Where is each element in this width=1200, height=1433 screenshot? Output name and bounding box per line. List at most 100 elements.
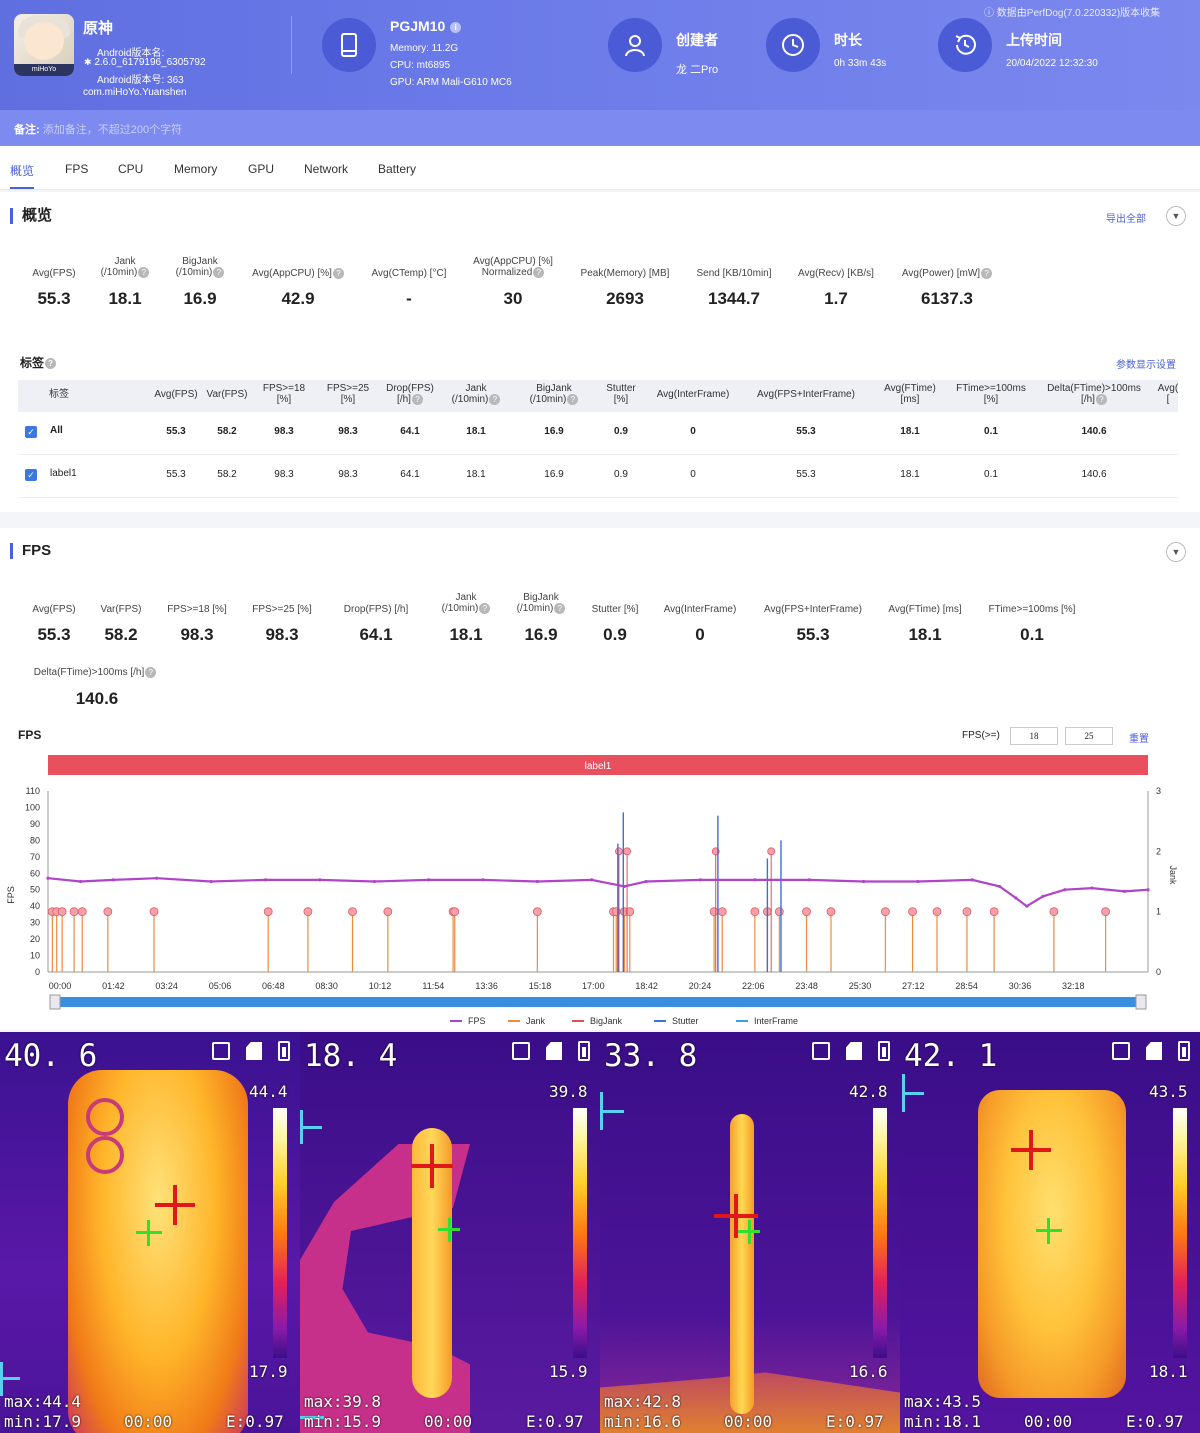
y2-tick-label: 2 bbox=[1156, 846, 1161, 856]
thermal-images: 40. 6 44.4 17.9 max:44.4 min:17.9 00:00 … bbox=[0, 1032, 1200, 1433]
overview-metric-value: 30 bbox=[503, 289, 523, 308]
y-tick-label: 40 bbox=[30, 901, 40, 911]
tab-fps[interactable]: FPS bbox=[65, 162, 89, 176]
x-tick-label: 03:24 bbox=[155, 981, 178, 991]
note-input[interactable]: 添加备注，不超过200个字符 bbox=[42, 124, 183, 136]
tab-memory[interactable]: Memory bbox=[174, 162, 218, 176]
fps-point bbox=[427, 878, 431, 882]
overview-metric-label: Avg(Power) [mW]? bbox=[887, 268, 1007, 279]
y-tick-label: 50 bbox=[30, 885, 40, 895]
header-help-icon[interactable]: ? bbox=[567, 394, 579, 405]
reset-button[interactable]: 重置 bbox=[1129, 734, 1149, 745]
color-scale-bar bbox=[873, 1108, 887, 1358]
jank-point bbox=[149, 907, 159, 917]
metric-help-icon[interactable]: ? bbox=[138, 267, 150, 278]
table-cell: 55.3 bbox=[166, 426, 186, 437]
fps-point bbox=[807, 878, 811, 882]
metric-help-icon[interactable]: ? bbox=[554, 603, 566, 614]
header-help-icon[interactable]: ? bbox=[489, 394, 501, 405]
y2-tick-label: 3 bbox=[1156, 786, 1161, 796]
overview-metric-value: 16.9 bbox=[183, 289, 217, 308]
jank-point bbox=[962, 907, 972, 917]
y-tick-label: 30 bbox=[30, 918, 40, 928]
fps-metric-label: Jank (/10min)? bbox=[406, 592, 526, 614]
overview-metric-label-text: Avg(FPS) bbox=[32, 268, 76, 279]
fps-threshold-input-1[interactable]: 18 bbox=[1010, 727, 1058, 745]
bigjank-point bbox=[767, 847, 776, 856]
param-settings-link[interactable]: 参数显示设置 bbox=[1116, 360, 1176, 371]
fps-point bbox=[263, 878, 268, 882]
tab-overview[interactable]: 概览 bbox=[10, 164, 35, 189]
x-tick-label: 13:36 bbox=[475, 981, 498, 991]
table-header-text: Stutter [%] bbox=[606, 383, 636, 405]
fps-metric-label: Drop(FPS) [/h] bbox=[316, 604, 436, 615]
table-cell: 18.1 bbox=[900, 469, 920, 480]
history-icon bbox=[938, 18, 992, 72]
table-cell: 16.9 bbox=[544, 426, 564, 437]
table-header-cell: FTime>=100ms [%] bbox=[941, 383, 1041, 405]
overview-metric-label-text: Avg(AppCPU) [%] bbox=[252, 268, 332, 280]
fps-metric-label-text: Jank (/10min) bbox=[441, 592, 479, 615]
labels-help-icon[interactable]: ? bbox=[45, 358, 57, 370]
overview-collapse-chevron-icon[interactable]: ▼ bbox=[1166, 206, 1186, 226]
y-tick-label: 70 bbox=[30, 852, 40, 862]
jank-point bbox=[383, 907, 393, 917]
fps-threshold-input-2[interactable]: 25 bbox=[1065, 727, 1113, 745]
fps-point bbox=[753, 878, 757, 882]
fps-collapse-chevron-icon[interactable]: ▼ bbox=[1166, 542, 1186, 562]
jank-point bbox=[880, 907, 890, 917]
table-header-text: FPS>=25 [%] bbox=[326, 383, 370, 405]
image-mode-icon bbox=[812, 1042, 830, 1060]
metric-help-icon[interactable]: ? bbox=[479, 603, 491, 614]
overview-metric-value: 6137.3 bbox=[921, 289, 973, 308]
tab-cpu[interactable]: CPU bbox=[118, 162, 144, 176]
battery-icon bbox=[878, 1041, 890, 1061]
row-checkbox[interactable]: ✓ bbox=[25, 469, 37, 481]
header-help-icon[interactable]: ? bbox=[1095, 394, 1107, 405]
export-all-link[interactable]: 导出全部 bbox=[1106, 214, 1146, 225]
tab-battery[interactable]: Battery bbox=[378, 162, 417, 176]
center-crosshair-bar bbox=[1036, 1229, 1062, 1232]
fps-metric-value: 64.1 bbox=[359, 625, 393, 644]
x-tick-label: 27:12 bbox=[902, 981, 925, 991]
color-scale-bar bbox=[1173, 1108, 1187, 1358]
image-mode-icon bbox=[212, 1042, 230, 1060]
user-icon bbox=[608, 18, 662, 72]
max-crosshair-bar bbox=[1011, 1148, 1051, 1152]
emissivity: E:0.97 bbox=[526, 1412, 584, 1431]
table-header-cell: 标签 bbox=[9, 389, 109, 400]
scale-min: 18.1 bbox=[1149, 1362, 1188, 1381]
metric-help-icon[interactable]: ? bbox=[213, 267, 225, 278]
metric-help-icon[interactable]: ? bbox=[981, 268, 993, 279]
time-range-slider bbox=[52, 997, 1144, 1007]
overview-metric-label-text: Avg(Recv) [KB/s] bbox=[798, 268, 874, 279]
device-info-icon[interactable]: i bbox=[450, 21, 462, 33]
header-help-icon[interactable]: ? bbox=[411, 394, 423, 405]
tab-network[interactable]: Network bbox=[304, 162, 349, 176]
legend-label: Jank bbox=[526, 1016, 546, 1026]
x-tick-label: 08:30 bbox=[315, 981, 338, 991]
x-tick-label: 15:18 bbox=[529, 981, 552, 991]
duration-value: 0h 33m 43s bbox=[834, 58, 887, 69]
overview-metric-label: Send [KB/10min] bbox=[674, 268, 794, 279]
fps-point bbox=[155, 876, 159, 880]
center-temp: 40. 6 bbox=[4, 1038, 98, 1074]
metric-help-icon[interactable]: ? bbox=[533, 267, 545, 278]
fps-point bbox=[590, 878, 594, 882]
y-axis-label: FPS bbox=[6, 886, 16, 904]
fps-metric-value: 0.1 bbox=[1020, 625, 1044, 644]
fps-metric-label: FPS>=18 [%] bbox=[137, 604, 257, 615]
note-bar[interactable]: 备注: 添加备注，不超过200个字符 bbox=[0, 110, 1200, 146]
center-crosshair-bar bbox=[738, 1230, 760, 1233]
tab-gpu[interactable]: GPU bbox=[248, 162, 275, 176]
metric-help-icon[interactable]: ? bbox=[332, 268, 344, 279]
info-icon: ⓘ bbox=[984, 8, 994, 19]
phone-edge-heat bbox=[730, 1114, 754, 1414]
jank-point bbox=[774, 907, 784, 917]
overview-metric-value: 2693 bbox=[606, 289, 644, 308]
table-cell: 98.3 bbox=[274, 469, 294, 480]
x-tick-label: 00:00 bbox=[49, 981, 72, 991]
delta-ftime-help-icon[interactable]: ? bbox=[145, 667, 157, 678]
scale-max: 42.8 bbox=[849, 1082, 888, 1101]
row-checkbox[interactable]: ✓ bbox=[25, 426, 37, 438]
